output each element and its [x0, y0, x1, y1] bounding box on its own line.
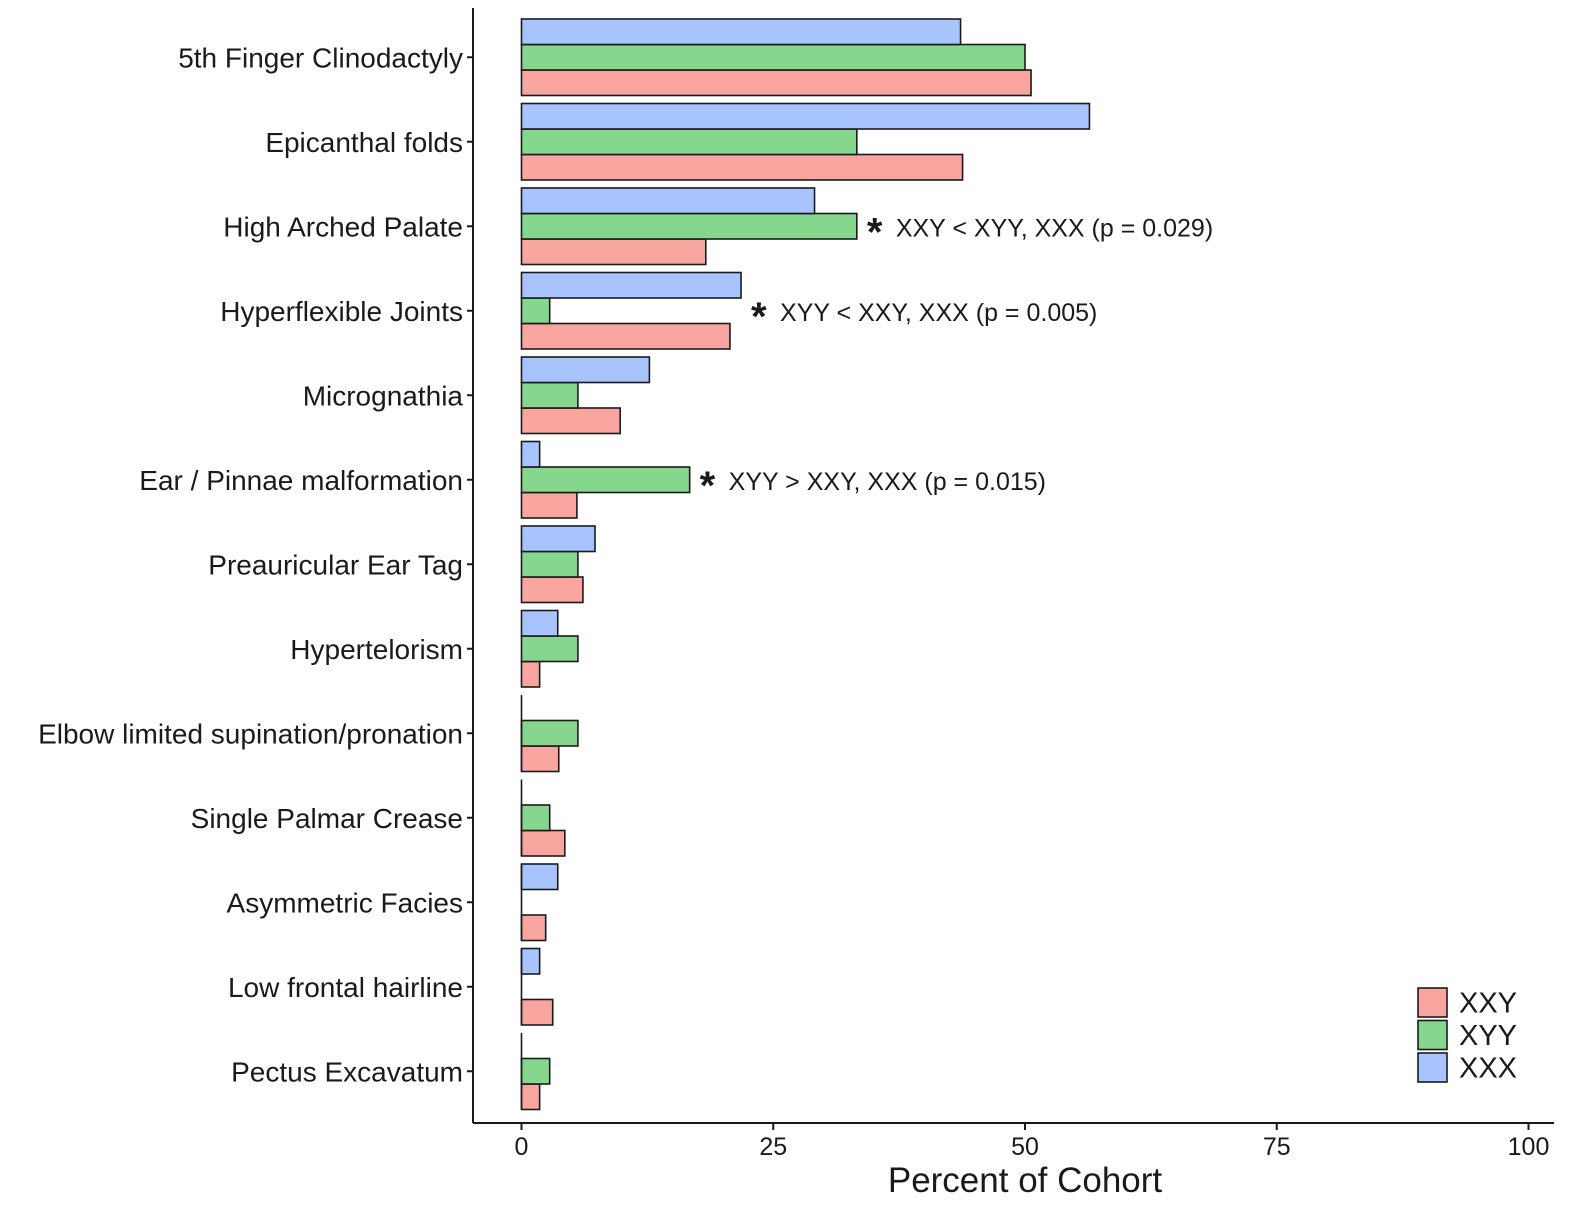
- bar-xyy-ear-pinnae-malformation: [520, 466, 691, 494]
- legend-swatch-xyy: [1417, 1019, 1448, 1051]
- bar-xxy-hyperflexible-joints: [520, 322, 731, 350]
- x-tick-label-100: 100: [1508, 1133, 1550, 1161]
- x-tick-label-50: 50: [1011, 1133, 1039, 1161]
- legend-swatch-xxy: [1417, 987, 1448, 1018]
- x-tick-label-25: 25: [759, 1133, 787, 1161]
- category-label-single-palmar-crease: Single Palmar Crease: [191, 803, 463, 834]
- bar-xxy-micrognathia: [520, 407, 621, 435]
- category-label-hyperflexible-joints: Hyperflexible Joints: [220, 296, 463, 327]
- annotation-marker-hyperflexible-joints: *: [751, 295, 767, 339]
- bar-xxy-hypertelorism: [520, 660, 541, 688]
- bar-xxy-preauricular-ear-tag: [520, 576, 584, 604]
- bar-xxx-high-arched-palate: [520, 187, 816, 215]
- category-label-low-frontal-hairline: Low frontal hairline: [228, 972, 463, 1003]
- x-axis-title: Percent of Cohort: [888, 1161, 1163, 1200]
- bar-xyy-high-arched-palate: [520, 212, 858, 240]
- category-label-elbow-limited-supination-pronation: Elbow limited supination/pronation: [38, 718, 463, 749]
- bar-xyy-pectus-excavatum: [520, 1057, 551, 1085]
- category-label-preauricular-ear-tag: Preauricular Ear Tag: [208, 549, 463, 580]
- category-label-pectus-excavatum: Pectus Excavatum: [231, 1056, 463, 1087]
- annotation-marker-high-arched-palate: *: [867, 210, 883, 254]
- bar-xxx-5th-finger-clinodactyly: [520, 18, 962, 46]
- category-label-asymmetric-facies: Asymmetric Facies: [227, 887, 463, 918]
- legend-swatch-xxx: [1417, 1052, 1448, 1083]
- bar-xxy-pectus-excavatum: [520, 1083, 541, 1111]
- annotation-text-ear-pinnae-malformation: XYY > XXY, XXX (p = 0.015): [729, 468, 1046, 496]
- bar-xxx-low-frontal-hairline: [520, 947, 541, 975]
- bar-xxy-epicanthal-folds: [520, 153, 964, 181]
- annotation-text-hyperflexible-joints: XYY < XXY, XXX (p = 0.005): [780, 299, 1097, 327]
- bar-xxy-elbow-limited-supination-pronation: [520, 745, 560, 773]
- bar-xyy-micrognathia: [520, 381, 579, 409]
- category-label-5th-finger-clinodactyly: 5th Finger Clinodactyly: [178, 42, 463, 73]
- bar-xxx-epicanthal-folds: [520, 102, 1091, 130]
- bar-xxy-asymmetric-facies: [520, 914, 547, 942]
- category-label-ear-pinnae-malformation: Ear / Pinnae malformation: [139, 465, 463, 496]
- bar-xxy-single-palmar-crease: [520, 829, 566, 857]
- bar-xxy-high-arched-palate: [520, 238, 707, 266]
- bar-xxy-5th-finger-clinodactyly: [520, 69, 1032, 97]
- bar-xyy-single-palmar-crease: [520, 804, 551, 832]
- category-label-high-arched-palate: High Arched Palate: [223, 211, 463, 242]
- bar-xxy-low-frontal-hairline: [520, 998, 554, 1026]
- annotation-text-high-arched-palate: XXY < XYY, XXX (p = 0.029): [896, 214, 1213, 242]
- bar-xyy-hypertelorism: [520, 635, 579, 663]
- category-label-micrognathia: Micrognathia: [303, 380, 464, 411]
- bar-xxx-hypertelorism: [520, 609, 559, 637]
- legend-label-xxy: XXY: [1459, 988, 1517, 1020]
- bar-xxx-micrognathia: [520, 356, 651, 384]
- x-axis-ticks: 0 25 50 75 100: [515, 1123, 1550, 1161]
- bars-layer: [520, 18, 1091, 1111]
- x-tick-label-75: 75: [1263, 1133, 1291, 1161]
- bar-xyy-hyperflexible-joints: [520, 297, 551, 325]
- bar-xxx-ear-pinnae-malformation: [520, 440, 541, 468]
- bar-xxx-hyperflexible-joints: [520, 271, 742, 299]
- category-label-hypertelorism: Hypertelorism: [290, 634, 463, 665]
- bar-xyy-preauricular-ear-tag: [520, 550, 579, 578]
- annotations-layer: * XXY < XYY, XXX (p = 0.029) * XYY < XXY, X…: [700, 210, 1214, 508]
- legend-label-xxx: XXX: [1459, 1053, 1517, 1085]
- bar-xxx-asymmetric-facies: [520, 863, 559, 891]
- bar-xyy-elbow-limited-supination-pronation: [520, 719, 579, 747]
- legend-label-xyy: XYY: [1459, 1020, 1517, 1052]
- category-label-epicanthal-folds: Epicanthal folds: [265, 127, 463, 158]
- x-tick-label-0: 0: [515, 1133, 529, 1161]
- bar-xyy-epicanthal-folds: [520, 128, 858, 156]
- annotation-marker-ear-pinnae-malformation: *: [700, 464, 716, 508]
- bar-xxx-preauricular-ear-tag: [520, 525, 596, 553]
- bar-xxy-ear-pinnae-malformation: [520, 491, 578, 519]
- y-axis-ticks: 5th Finger Clinodactyly Epicanthal folds H…: [38, 42, 473, 1087]
- bar-xyy-5th-finger-clinodactyly: [520, 43, 1026, 71]
